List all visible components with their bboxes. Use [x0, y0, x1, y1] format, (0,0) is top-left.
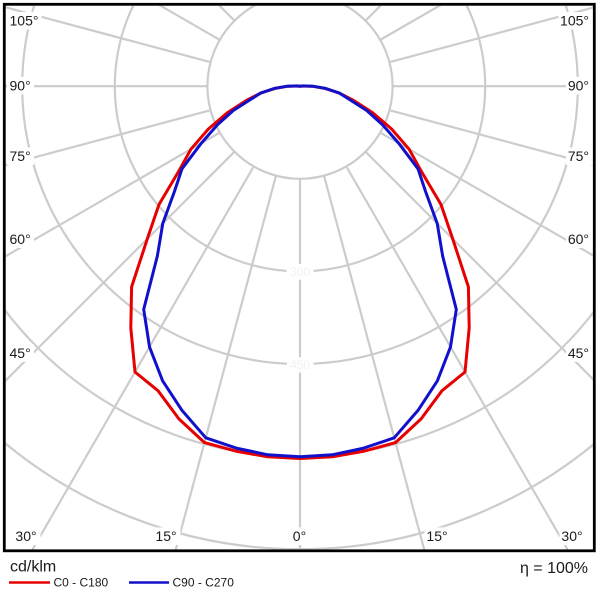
- svg-text:60°: 60°: [568, 231, 589, 247]
- svg-text:15°: 15°: [155, 528, 176, 544]
- svg-text:15°: 15°: [426, 528, 447, 544]
- svg-text:105°: 105°: [10, 13, 39, 29]
- svg-text:C90 - C270: C90 - C270: [173, 576, 235, 590]
- svg-text:30°: 30°: [561, 528, 582, 544]
- svg-text:η = 100%: η = 100%: [520, 560, 588, 577]
- svg-text:300: 300: [290, 265, 310, 279]
- svg-text:105°: 105°: [560, 13, 589, 29]
- svg-text:60°: 60°: [10, 231, 31, 247]
- svg-text:90°: 90°: [10, 78, 31, 94]
- svg-text:45°: 45°: [568, 345, 589, 361]
- svg-text:45°: 45°: [10, 345, 31, 361]
- svg-text:75°: 75°: [568, 148, 589, 164]
- svg-text:0°: 0°: [293, 528, 306, 544]
- svg-text:C0 - C180: C0 - C180: [54, 576, 109, 590]
- svg-text:75°: 75°: [10, 148, 31, 164]
- svg-text:450: 450: [290, 358, 310, 372]
- svg-text:cd/klm: cd/klm: [10, 559, 56, 576]
- svg-text:30°: 30°: [15, 528, 36, 544]
- svg-text:90°: 90°: [568, 78, 589, 94]
